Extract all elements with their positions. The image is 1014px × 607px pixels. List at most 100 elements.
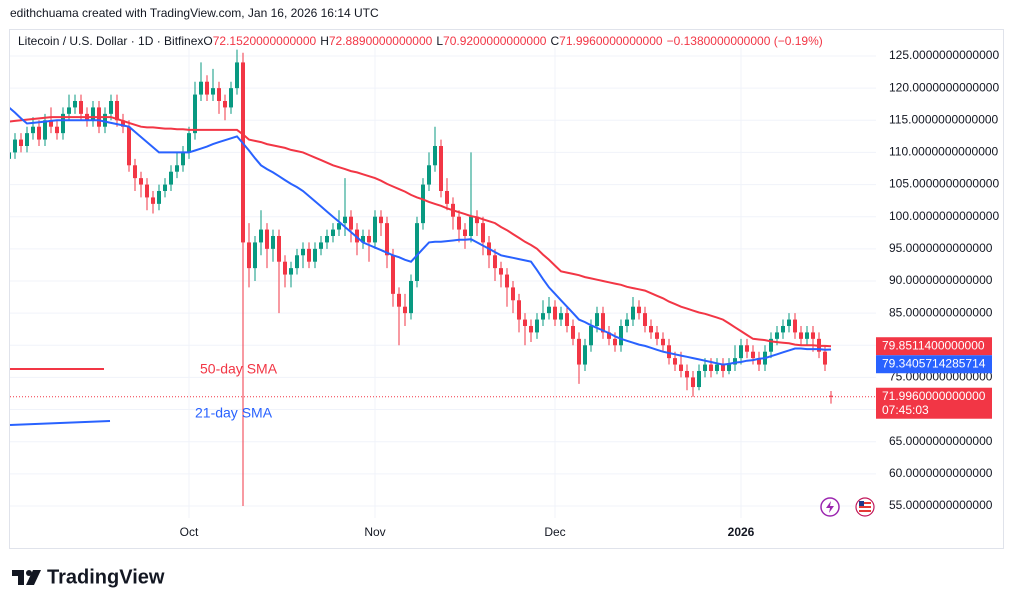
candle-body xyxy=(727,364,731,371)
last-price-box xyxy=(876,387,992,419)
ohlc-value: 72.1520000000000 xyxy=(213,34,317,48)
symbol-title: Litecoin / U.S. Dollar · 1D · Bitfinex xyxy=(18,34,203,48)
candle-body xyxy=(91,107,95,121)
x-tick-label: Dec xyxy=(544,525,565,539)
candle-body xyxy=(433,145,437,166)
candle-body xyxy=(517,300,521,320)
y-tick-label: 55.0000000000000 xyxy=(889,498,993,512)
candle-body xyxy=(103,113,107,127)
candle-body xyxy=(697,370,701,388)
candle-body xyxy=(559,313,563,320)
sma-line xyxy=(10,106,832,366)
candle-body xyxy=(439,145,443,191)
logo-mark xyxy=(26,570,32,576)
candle-body xyxy=(595,313,599,326)
candle-body xyxy=(145,184,149,198)
candle-body xyxy=(403,306,407,314)
candle-body xyxy=(259,229,263,243)
candle-body xyxy=(295,255,299,269)
candle-body xyxy=(217,88,221,101)
candle-body xyxy=(661,338,665,346)
x-tick-label: 2026 xyxy=(728,525,755,539)
candle-body xyxy=(733,358,737,365)
candle-body xyxy=(271,235,275,249)
candle-body xyxy=(583,345,587,365)
annotation-text: 50-day SMA xyxy=(200,361,278,377)
candle-body xyxy=(379,216,383,224)
countdown-label: 07:45:03 xyxy=(882,403,929,417)
candle-body xyxy=(577,338,581,365)
ohlc-value: 72.8890000000000 xyxy=(329,34,433,48)
candle-body xyxy=(463,229,467,236)
candle-body xyxy=(163,184,167,191)
candle-body xyxy=(283,261,287,275)
candle-body xyxy=(373,216,377,243)
candle-body xyxy=(31,126,35,134)
candle-body xyxy=(169,171,173,185)
candle-body xyxy=(505,274,509,288)
candle-body xyxy=(133,165,137,179)
candle-body xyxy=(655,332,659,339)
candle-body xyxy=(223,100,227,108)
candle-body xyxy=(565,313,569,326)
candle-body xyxy=(343,216,347,224)
y-tick-label: 110.0000000000000 xyxy=(889,145,999,159)
price-label: 79.3405714285714 xyxy=(882,356,986,370)
y-tick-label: 125.0000000000000 xyxy=(889,48,999,62)
candle-body xyxy=(55,126,59,134)
candle-body xyxy=(13,139,17,153)
logo-mark xyxy=(26,570,41,585)
candle-body xyxy=(319,242,323,249)
flag-stripe xyxy=(859,502,871,504)
candle-body xyxy=(691,377,695,388)
candle-body xyxy=(241,62,245,243)
candle-body xyxy=(739,345,743,359)
candle-body xyxy=(229,88,233,108)
candle-body xyxy=(637,306,641,314)
y-tick-label: 95.0000000000000 xyxy=(889,241,993,255)
candle-body xyxy=(337,223,341,230)
candle-body xyxy=(175,165,179,172)
candle-body xyxy=(793,319,797,333)
icons xyxy=(820,497,875,517)
x-tick-label: Nov xyxy=(364,525,385,539)
price-label: 79.8511400000000 xyxy=(882,338,985,352)
candle-body xyxy=(445,190,449,204)
candle-body xyxy=(193,94,197,134)
y-tick-label: 100.0000000000000 xyxy=(889,209,999,223)
candle-body xyxy=(151,197,155,204)
annotation-text: 21-day SMA xyxy=(195,405,273,421)
candle-body xyxy=(313,248,317,262)
candle-body xyxy=(493,255,497,269)
candle-body xyxy=(397,293,401,307)
y-tick-label: 105.0000000000000 xyxy=(889,177,999,191)
candle-body xyxy=(709,364,713,371)
flag-stripe xyxy=(859,506,871,508)
alert-icon-glyph xyxy=(826,501,834,513)
candle-body xyxy=(607,332,611,339)
candle-body xyxy=(631,306,635,320)
candle-body xyxy=(391,255,395,294)
candle-body xyxy=(811,332,815,339)
candle-body xyxy=(469,216,473,236)
candle-body xyxy=(529,325,533,333)
annotation-line xyxy=(9,420,111,426)
ohlc-value: 71.9960000000000 xyxy=(559,34,663,48)
candle-body xyxy=(199,81,203,95)
ohlc-value: 70.9200000000000 xyxy=(443,34,547,48)
candle-body xyxy=(187,133,191,153)
candle-body xyxy=(775,332,779,339)
candle-body xyxy=(73,100,77,108)
candle-body xyxy=(679,364,683,371)
candle-body xyxy=(25,133,29,146)
candle-body xyxy=(115,100,119,121)
candle-body xyxy=(589,325,593,346)
candle-body xyxy=(79,100,83,114)
candle-body xyxy=(535,319,539,333)
y-tick-label: 90.0000000000000 xyxy=(889,273,993,287)
candle-body xyxy=(769,338,773,352)
candle-body xyxy=(541,313,545,320)
price-label-box xyxy=(876,337,992,356)
candle-body xyxy=(685,370,689,378)
